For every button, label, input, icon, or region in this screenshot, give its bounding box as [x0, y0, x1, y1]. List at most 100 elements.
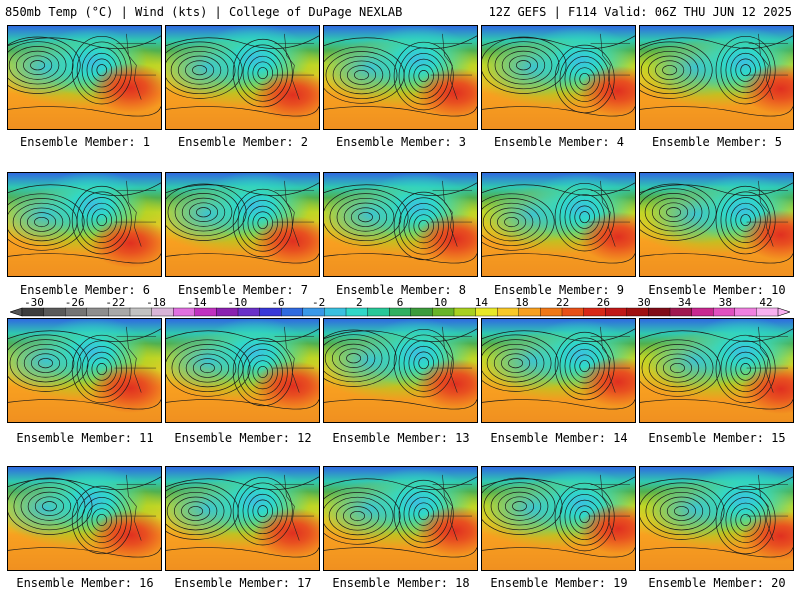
colorbar-bin — [648, 307, 671, 317]
colorbar-tick-label: -10 — [227, 296, 248, 309]
colorbar-bin — [237, 307, 261, 317]
ensemble-member-label: Ensemble Member: 16 — [16, 576, 154, 590]
ensemble-member-map — [481, 25, 636, 130]
ensemble-member-label: Ensemble Member: 5 — [651, 135, 783, 149]
colorbar-right-arrow — [777, 307, 790, 317]
colorbar-tick-label: -26 — [64, 296, 85, 309]
ensemble-member-map — [481, 172, 636, 277]
ensemble-member-map — [7, 172, 162, 277]
colorbar-bin — [86, 307, 109, 317]
ensemble-member-label: Ensemble Member: 8 — [335, 283, 467, 297]
colorbar-bin — [194, 307, 217, 317]
ensemble-member-map — [481, 318, 636, 423]
height-contours — [482, 180, 635, 264]
height-contours — [640, 33, 793, 117]
height-contours — [8, 474, 161, 558]
colorbar-tick-label: 6 — [396, 296, 404, 309]
height-contours — [166, 326, 319, 410]
height-contours — [324, 474, 477, 558]
colorbar-bin — [669, 307, 693, 317]
ensemble-member-label: Ensemble Member: 18 — [332, 576, 470, 590]
ensemble-member-map — [7, 318, 162, 423]
colorbar-bin — [108, 307, 131, 317]
colorbar-bin — [734, 307, 757, 317]
height-contours — [166, 474, 319, 558]
colorbar-bin — [540, 307, 563, 317]
ensemble-member-label: Ensemble Member: 3 — [335, 135, 467, 149]
colorbar-bin — [518, 307, 541, 317]
height-contours — [324, 326, 477, 410]
ensemble-member-map — [481, 466, 636, 571]
temperature-colorbar — [10, 307, 790, 317]
ensemble-member-map — [639, 25, 794, 130]
colorbar-tick-label: -14 — [186, 296, 207, 309]
height-contours — [324, 180, 477, 264]
height-contours — [482, 326, 635, 410]
colorbar-bin — [605, 307, 628, 317]
colorbar-bin — [497, 307, 520, 317]
ensemble-member-map — [165, 466, 320, 571]
ensemble-member-label: Ensemble Member: 6 — [19, 283, 151, 297]
colorbar-bin — [475, 307, 498, 317]
colorbar-bin — [21, 307, 45, 317]
colorbar-bin — [151, 307, 174, 317]
colorbar-bin — [345, 307, 369, 317]
colorbar-bin — [216, 307, 239, 317]
ensemble-member-map — [323, 25, 478, 130]
height-contours — [640, 326, 793, 410]
colorbar-tick-label: -18 — [146, 296, 166, 309]
ensemble-member-label: Ensemble Member: 7 — [177, 283, 309, 297]
ensemble-member-label: Ensemble Member: 1 — [19, 135, 151, 149]
ensemble-member-label: Ensemble Member: 13 — [332, 431, 470, 445]
colorbar-bin — [367, 307, 390, 317]
colorbar-bin — [713, 307, 736, 317]
height-contours — [8, 180, 161, 264]
ensemble-member-label: Ensemble Member: 4 — [493, 135, 625, 149]
height-contours — [482, 474, 635, 558]
colorbar-tick-label: 14 — [474, 296, 488, 309]
ensemble-member-map — [323, 466, 478, 571]
ensemble-member-label: Ensemble Member: 19 — [490, 576, 628, 590]
colorbar-tick-label: 30 — [637, 296, 651, 309]
colorbar-tick-label: 34 — [678, 296, 692, 309]
colorbar-bin — [259, 307, 282, 317]
colorbar-tick-label: 10 — [434, 296, 448, 309]
colorbar-bin — [302, 307, 325, 317]
ensemble-member-map — [7, 25, 162, 130]
ensemble-member-label: Ensemble Member: 10 — [648, 283, 786, 297]
height-contours — [8, 326, 161, 410]
colorbar-tick-label: 22 — [556, 296, 570, 309]
ensemble-member-label: Ensemble Member: 14 — [490, 431, 628, 445]
colorbar-bin — [172, 307, 196, 317]
colorbar-tick-label: 18 — [515, 296, 529, 309]
ensemble-member-label: Ensemble Member: 11 — [16, 431, 154, 445]
colorbar-bin — [389, 307, 412, 317]
colorbar-bin — [561, 307, 585, 317]
colorbar-bin — [432, 307, 455, 317]
colorbar-tick-label: -2 — [312, 296, 326, 309]
ensemble-member-map — [7, 466, 162, 571]
colorbar-tick-label: -22 — [105, 296, 126, 309]
height-contours — [482, 33, 635, 117]
height-contours — [324, 33, 477, 117]
ensemble-member-map — [639, 318, 794, 423]
colorbar-tick-label: -30 — [24, 296, 44, 309]
colorbar-bin — [43, 307, 66, 317]
height-contours — [8, 33, 161, 117]
ensemble-member-label: Ensemble Member: 15 — [648, 431, 786, 445]
ensemble-member-map — [165, 318, 320, 423]
colorbar-tick-label: 38 — [718, 296, 732, 309]
ensemble-member-label: Ensemble Member: 20 — [648, 576, 786, 590]
colorbar-bin — [626, 307, 649, 317]
colorbar-bin — [129, 307, 153, 317]
height-contours — [640, 474, 793, 558]
model-run-valid-time: 12Z GEFS | F114 Valid: 06Z THU JUN 12 20… — [488, 5, 792, 19]
colorbar-tick-label: 2 — [356, 296, 363, 309]
colorbar-bin — [324, 307, 347, 317]
ensemble-member-label: Ensemble Member: 2 — [177, 135, 309, 149]
ensemble-member-map — [323, 172, 478, 277]
colorbar-left-arrow — [10, 307, 23, 317]
height-contours — [166, 33, 319, 117]
ensemble-member-map — [639, 172, 794, 277]
colorbar-bin — [65, 307, 88, 317]
